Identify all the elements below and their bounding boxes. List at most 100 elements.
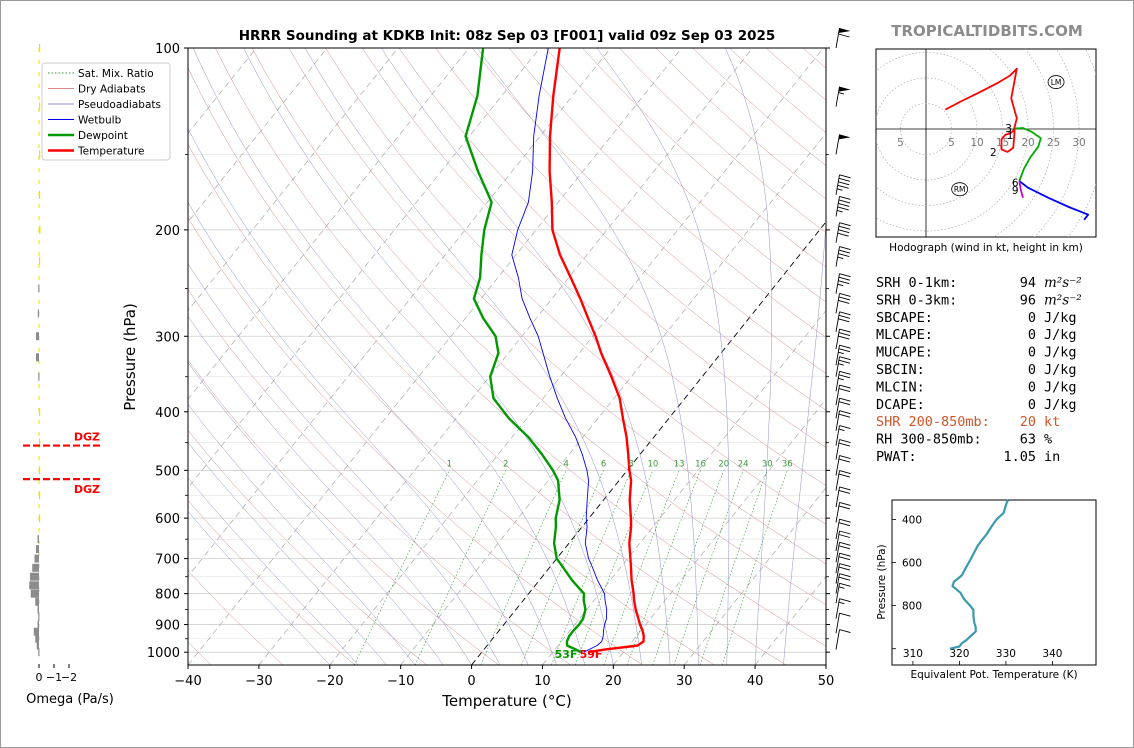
pseudoadiabat-line — [596, 48, 730, 665]
x-tick-label: 30 — [676, 674, 693, 689]
wind-barb-staff — [835, 455, 840, 476]
index-label: SRH 0-3km: — [876, 292, 957, 308]
wind-barb-flag — [838, 473, 851, 478]
omega-bar — [37, 535, 39, 544]
wind-barb — [835, 530, 851, 552]
wind-barb-flag — [838, 490, 851, 494]
isotherm-line — [613, 398, 826, 665]
wind-barb-flag — [838, 413, 851, 418]
pseudoadiabat-line — [188, 511, 330, 665]
wind-barb-half-flag — [836, 209, 843, 213]
wind-barb-flag — [838, 33, 850, 38]
dgz-label: DGZ — [74, 483, 100, 496]
mixing-ratio-label: 8 — [628, 459, 633, 469]
wind-barb — [835, 598, 851, 619]
index-unit: in — [1044, 449, 1060, 465]
wind-barb-flag — [838, 348, 851, 353]
wind-barb-flag — [838, 458, 851, 463]
chart-title: HRRR Sounding at KDKB Init: 08z Sep 03 [… — [239, 28, 776, 44]
index-value: 0 — [1028, 345, 1036, 361]
wind-barb-flag — [839, 328, 851, 333]
skewt-panel: −40 −30 −20 −10 0 10 20 30 40 50 100 200 300 400 500 60… — [121, 42, 834, 710]
mixing-ratio-line — [521, 470, 604, 665]
index-label: SBCIN: — [876, 362, 925, 378]
wind-barb-flag — [838, 177, 851, 182]
wind-barb-half-flag — [837, 256, 844, 259]
wind-barb-flag — [839, 552, 851, 557]
theta-e-x-label: Equivalent Pot. Temperature (K) — [910, 669, 1077, 681]
wind-barb-pennant — [838, 134, 851, 140]
hodograph-panel: 5 5 10 15 20 25 30 123 69 LM RM Hodograph (wind i… — [875, 48, 1097, 254]
dry-adiabat-line — [188, 359, 499, 665]
wind-barb-staff — [835, 356, 840, 377]
hodograph-ring — [876, 77, 978, 181]
wind-barb — [835, 486, 851, 508]
hodograph-ring-label: 20 — [1021, 137, 1034, 149]
wind-barb-staff — [835, 502, 840, 523]
wind-barb-flag — [838, 566, 851, 571]
wind-barb-staff — [835, 246, 840, 267]
pseudoadiabat-line — [188, 201, 529, 665]
legend-entry: Dewpoint — [78, 130, 128, 142]
wind-barb-staff — [835, 345, 840, 366]
x-tick-label: 20 — [605, 674, 622, 689]
wind-barb-staff — [835, 371, 840, 392]
wind-barb-staff — [835, 542, 840, 563]
x-tick-label: −40 — [174, 674, 201, 689]
omega-bar — [39, 407, 41, 416]
wind-barb-flag — [839, 425, 851, 430]
wind-barb-flag — [838, 253, 850, 257]
wind-barb-flag — [839, 541, 851, 546]
hodograph-ring — [876, 52, 1003, 206]
wind-barb-staff — [835, 196, 840, 217]
wind-barb-staff — [835, 398, 840, 419]
dry-adiabat-line — [288, 48, 826, 565]
wind-barb-half-flag — [836, 188, 843, 191]
mixing-ratio-label: 36 — [782, 459, 793, 469]
wind-barb-flag — [839, 582, 851, 587]
y-axis-label: Pressure (hPa) — [121, 303, 139, 411]
index-value: 0 — [1028, 310, 1036, 326]
wind-barb-flag — [839, 174, 851, 179]
omega-bar — [38, 372, 40, 381]
skewt-axes-frame — [187, 47, 827, 666]
y-tick-label: 900 — [155, 619, 180, 634]
wind-barb-half-flag — [837, 283, 844, 287]
wind-barb — [835, 370, 851, 392]
x-tick-label: 0 — [467, 674, 475, 689]
index-label: MUCAPE: — [876, 345, 933, 361]
hodograph-ring — [993, 49, 1054, 237]
wind-barb-staff — [835, 222, 840, 243]
wind-barb-flag — [838, 576, 851, 581]
wind-barb-staff — [835, 311, 840, 332]
dry-adiabat-line — [508, 48, 826, 338]
index-unit: J/kg — [1044, 345, 1077, 361]
wind-barb-staff — [835, 329, 840, 350]
wind-barb-flag — [838, 442, 851, 447]
wind-barb — [835, 518, 851, 540]
mixing-ratio-line — [652, 470, 725, 665]
wind-barb-staff — [835, 553, 840, 574]
wind-barb-flag — [838, 249, 851, 254]
omega-tick-label: −2 — [61, 671, 77, 684]
theta-e-y-tick-label: 600 — [902, 557, 922, 569]
theta-e-x-tick-label: 320 — [949, 648, 969, 660]
legend-entry: Dry Adiabats — [78, 84, 146, 96]
omega-bar — [39, 466, 41, 475]
omega-bar — [37, 309, 39, 318]
mixing-ratio-line — [574, 470, 654, 665]
wind-barb-half-flag — [838, 586, 845, 589]
index-value: 0 — [1028, 397, 1036, 413]
wind-barb-staff — [835, 530, 840, 552]
index-value: 20 — [1020, 414, 1036, 430]
pseudoadiabat-line — [304, 48, 642, 665]
wind-barb — [835, 502, 851, 523]
wind-barbs — [835, 27, 851, 650]
wind-barb-flag — [838, 181, 850, 186]
dry-adiabat-line — [472, 48, 826, 374]
mixing-ratio-line — [354, 470, 450, 665]
wind-barb — [835, 86, 851, 107]
mixing-ratio-label: 16 — [695, 459, 706, 469]
wind-barb-flag — [837, 232, 849, 237]
mixing-ratio-line — [626, 470, 701, 665]
